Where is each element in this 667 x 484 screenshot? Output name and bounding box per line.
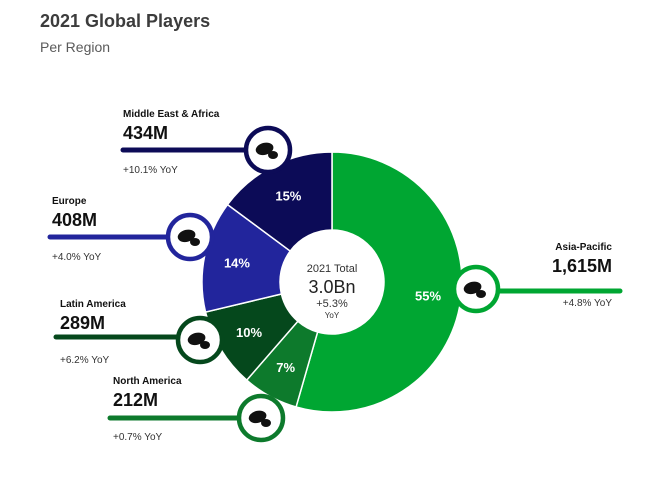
region-yoy-europe: +4.0% YoY [52,252,102,263]
slice-label-middle-east-and-africa: 15% [275,188,301,203]
chart-title: 2021 Global Players [40,11,211,31]
center-change-note: YoY [325,311,340,320]
latin-america-map-icon [187,332,210,349]
region-yoy-middle-east-and-africa: +10.1% YoY [123,165,178,176]
chart-subtitle: Per Region [40,39,111,55]
asia-pacific-map-icon [463,281,486,298]
region-yoy-north-america: +0.7% YoY [113,432,163,443]
donut-center [280,230,384,334]
slice-label-europe: 14% [224,256,250,271]
region-name-latin-america: Latin America [60,299,126,310]
center-value: 3.0Bn [308,277,355,297]
region-value-europe: 408M [52,210,97,230]
north-america-map-icon [248,410,271,427]
region-name-asia-pacific: Asia-Pacific [555,242,612,253]
region-value-north-america: 212M [113,390,158,410]
middle-east-africa-map-icon [255,142,278,159]
region-name-europe: Europe [52,196,87,207]
slice-label-asia-pacific: 55% [415,289,441,304]
region-value-latin-america: 289M [60,313,105,333]
slice-label-north-america: 7% [276,360,295,375]
europe-map-icon [177,229,200,246]
region-name-north-america: North America [113,376,182,387]
region-yoy-asia-pacific: +4.8% YoY [563,298,613,309]
center-label: 2021 Total [307,263,358,275]
region-name-middle-east-and-africa: Middle East & Africa [123,109,220,120]
slice-label-latin-america: 10% [236,325,262,340]
center-change: +5.3% [316,298,348,310]
region-yoy-latin-america: +6.2% YoY [60,355,110,366]
region-value-asia-pacific: 1,615M [552,256,612,276]
region-value-middle-east-and-africa: 434M [123,123,168,143]
